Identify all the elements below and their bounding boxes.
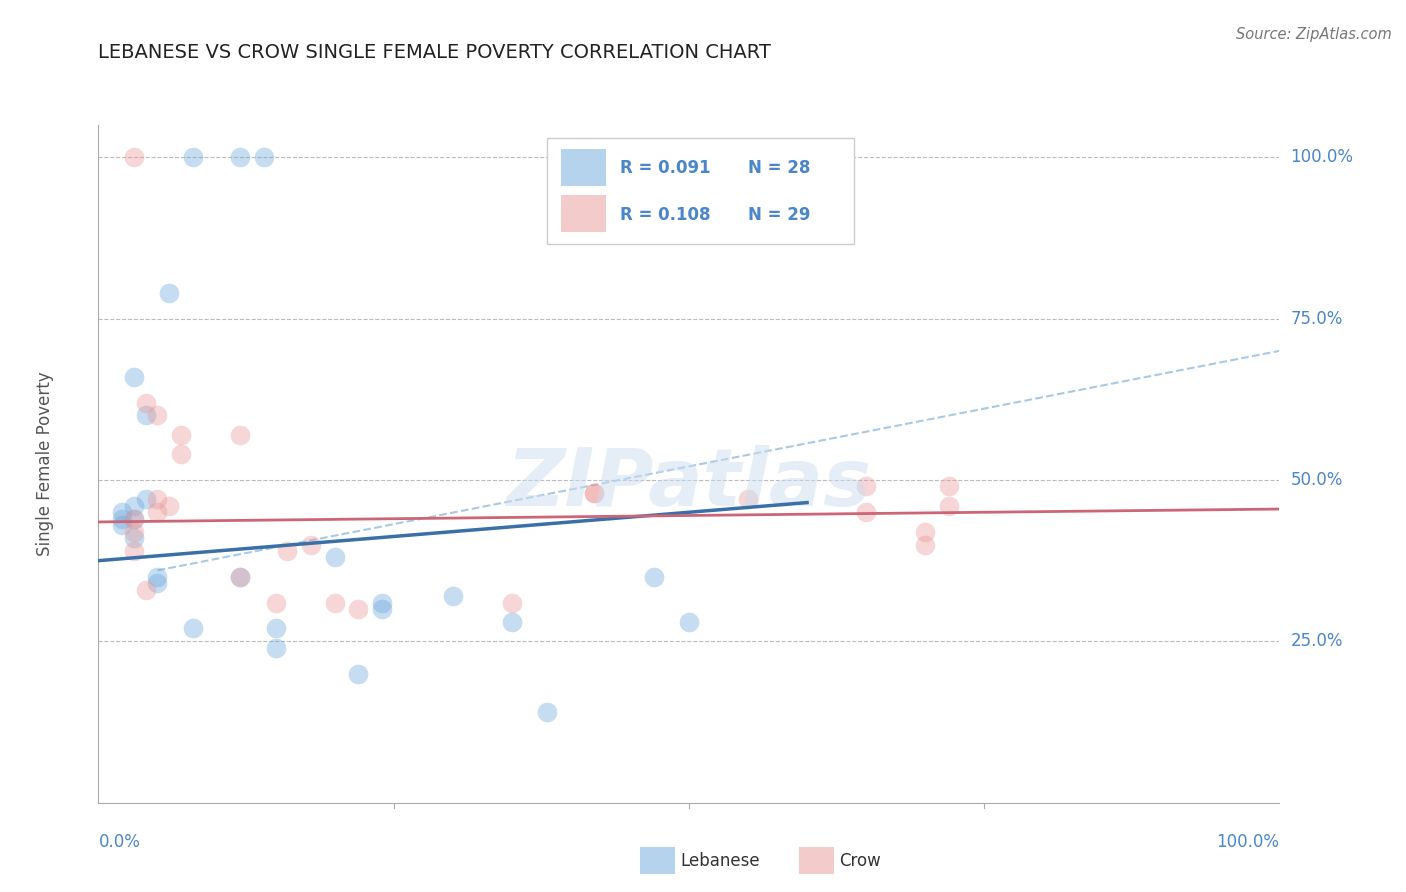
Point bbox=[501, 596, 523, 610]
Point bbox=[181, 150, 204, 164]
Text: LEBANESE VS CROW SINGLE FEMALE POVERTY CORRELATION CHART: LEBANESE VS CROW SINGLE FEMALE POVERTY C… bbox=[98, 44, 772, 62]
Point bbox=[938, 479, 960, 493]
Point bbox=[371, 596, 394, 610]
Point bbox=[536, 706, 558, 720]
Point bbox=[323, 550, 346, 565]
Text: R = 0.108: R = 0.108 bbox=[620, 206, 711, 224]
Point bbox=[264, 640, 287, 655]
Text: 75.0%: 75.0% bbox=[1291, 310, 1343, 327]
Text: Crow: Crow bbox=[839, 852, 882, 870]
Point bbox=[122, 369, 145, 384]
Point bbox=[122, 524, 145, 539]
Point bbox=[347, 666, 370, 681]
Point bbox=[157, 499, 180, 513]
Point bbox=[501, 615, 523, 629]
Point bbox=[583, 486, 606, 500]
Point bbox=[111, 505, 134, 519]
Bar bbox=[561, 194, 606, 232]
Point bbox=[299, 537, 322, 551]
Text: Lebanese: Lebanese bbox=[681, 852, 761, 870]
Text: Single Female Poverty: Single Female Poverty bbox=[37, 372, 55, 556]
Point bbox=[229, 570, 252, 584]
Point bbox=[157, 285, 180, 300]
Text: 0.0%: 0.0% bbox=[98, 833, 141, 851]
Point bbox=[347, 602, 370, 616]
Text: 100.0%: 100.0% bbox=[1291, 148, 1354, 166]
Bar bbox=[547, 138, 855, 244]
Point bbox=[938, 499, 960, 513]
Point bbox=[253, 150, 276, 164]
Point bbox=[111, 518, 134, 533]
Text: ZIPatlas: ZIPatlas bbox=[506, 445, 872, 524]
Point bbox=[914, 537, 936, 551]
Point bbox=[855, 505, 877, 519]
Text: N = 29: N = 29 bbox=[748, 206, 810, 224]
Point bbox=[122, 499, 145, 513]
Point bbox=[146, 505, 169, 519]
Point bbox=[276, 544, 298, 558]
Text: 25.0%: 25.0% bbox=[1291, 632, 1343, 650]
Point bbox=[146, 576, 169, 591]
Point bbox=[181, 622, 204, 636]
Text: R = 0.091: R = 0.091 bbox=[620, 159, 711, 177]
Text: 100.0%: 100.0% bbox=[1216, 833, 1279, 851]
Point bbox=[678, 615, 700, 629]
Point bbox=[170, 447, 193, 461]
Point bbox=[229, 150, 252, 164]
Point bbox=[229, 427, 252, 442]
Point bbox=[914, 524, 936, 539]
Point bbox=[111, 512, 134, 526]
Point bbox=[135, 395, 157, 409]
Point bbox=[229, 570, 252, 584]
Point bbox=[583, 486, 606, 500]
Point bbox=[122, 544, 145, 558]
Point bbox=[146, 570, 169, 584]
Text: 50.0%: 50.0% bbox=[1291, 471, 1343, 489]
Point bbox=[135, 492, 157, 507]
Point bbox=[122, 512, 145, 526]
Point bbox=[264, 622, 287, 636]
Point bbox=[170, 427, 193, 442]
Point bbox=[122, 531, 145, 545]
Point bbox=[135, 409, 157, 423]
Point bbox=[122, 150, 145, 164]
Point bbox=[135, 582, 157, 597]
Point bbox=[371, 602, 394, 616]
Text: N = 28: N = 28 bbox=[748, 159, 810, 177]
Text: Source: ZipAtlas.com: Source: ZipAtlas.com bbox=[1236, 27, 1392, 42]
Point bbox=[146, 492, 169, 507]
Point bbox=[264, 596, 287, 610]
Point bbox=[643, 570, 665, 584]
Point bbox=[146, 409, 169, 423]
Point bbox=[737, 492, 759, 507]
Bar bbox=[561, 149, 606, 186]
Point bbox=[323, 596, 346, 610]
Point bbox=[122, 512, 145, 526]
Point bbox=[441, 589, 464, 603]
Point bbox=[855, 479, 877, 493]
